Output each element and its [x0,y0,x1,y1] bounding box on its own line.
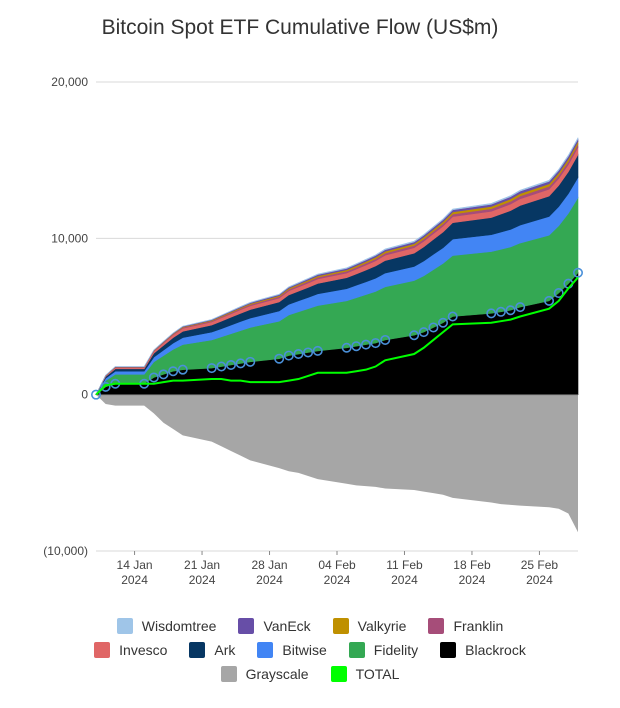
legend-label: TOTAL [355,666,400,682]
x-tick-label: 04 Feb [318,558,356,572]
data-point-marker [438,317,449,328]
legend-label: Valkyrie [357,618,407,634]
legend-row: Grayscale TOTAL [0,666,620,682]
x-tick-label: 21 Jan [184,558,220,572]
x-tick-label: 25 Feb [521,558,559,572]
legend-item-franklin: Franklin [428,618,503,634]
legend-item-ark: Ark [189,642,235,658]
data-point-marker [515,302,526,313]
data-point-marker [351,341,362,352]
legend-item-valkyrie: Valkyrie [332,618,407,634]
legend-item-grayscale: Grayscale [220,666,309,682]
y-tick-label: (10,000) [43,544,88,558]
legend-swatch [332,618,349,634]
data-point-marker [245,356,256,367]
legend-swatch [116,618,133,634]
data-point-marker [312,345,323,356]
data-point-marker [206,363,217,374]
legend-item-vaneck: VanEck [238,618,311,634]
legend-item-wisdomtree: Wisdomtree [116,618,217,634]
data-point-marker [380,334,391,345]
legend-label: Ark [214,642,236,658]
data-point-marker [216,361,227,372]
legend-item-invesco: Invesco [94,642,167,658]
series-area-wisdomtree [95,137,579,395]
data-point-marker [447,311,458,322]
data-point-marker [168,366,179,377]
legend-label: Franklin [453,618,504,634]
x-tick-label-year: 2024 [256,573,283,587]
data-point-marker [303,347,314,358]
legend-label: Grayscale [245,666,309,682]
x-tick-label-year: 2024 [459,573,486,587]
x-tick-label-year: 2024 [391,573,418,587]
legend-swatch [220,666,237,682]
legend-label: VanEck [263,618,311,634]
data-point-marker [505,305,516,316]
data-point-marker [486,308,497,319]
data-point-marker [341,342,352,353]
x-tick-label-year: 2024 [324,573,351,587]
legend-item-bitwise: Bitwise [257,642,327,658]
data-point-marker [418,327,429,338]
legend-label: Fidelity [373,642,419,658]
data-point-marker [495,306,506,317]
legend-row: Invesco Ark Bitwise Fidelity Blackrock [0,642,620,658]
legend-label: Invesco [119,642,168,658]
data-point-marker [148,372,159,383]
legend-label: Wisdomtree [141,618,217,634]
x-tick-label: 14 Jan [117,558,153,572]
legend-swatch [257,642,274,658]
legend-swatch [330,666,347,682]
data-point-marker [177,364,188,375]
data-point-marker [91,389,102,400]
x-tick-label-year: 2024 [121,573,148,587]
chart-title: Bitcoin Spot ETF Cumulative Flow (US$m) [101,16,499,39]
y-tick-label: 10,000 [51,231,88,245]
data-point-marker [370,338,381,349]
legend-label: Blackrock [465,642,526,658]
legend-label: Bitwise [282,642,327,658]
legend-row: Wisdomtree VanEck Valkyrie Franklin [0,618,620,634]
legend-item-fidelity: Fidelity [348,642,419,658]
x-tick-label: 18 Feb [453,558,491,572]
legend-item-total: TOTAL [330,666,400,682]
legend-swatch [440,642,457,658]
series-line-total [95,276,579,396]
legend-swatch [189,642,206,658]
x-tick-label: 28 Jan [252,558,288,572]
x-tick-label-year: 2024 [526,573,553,587]
data-point-marker [158,369,169,380]
data-point-marker [409,330,420,341]
data-point-marker [544,295,555,306]
data-point-marker [572,267,583,278]
legend-item-blackrock: Blackrock [440,642,526,658]
data-point-marker [283,350,294,361]
legend-swatch [238,618,255,634]
data-point-marker [274,353,285,364]
data-point-marker [225,359,236,370]
y-tick-label: 20,000 [51,75,88,89]
x-tick-label: 11 Feb [386,558,423,572]
data-point-marker [235,358,246,369]
data-point-marker [428,322,439,333]
y-tick-label: 0 [81,388,88,402]
data-point-marker [293,349,304,360]
data-point-marker [553,288,564,299]
data-point-marker [100,381,111,392]
legend: Wisdomtree VanEck Valkyrie Franklin Invesco A… [0,618,620,690]
x-tick-label-year: 2024 [189,573,216,587]
legend-swatch [428,618,445,634]
legend-swatch [348,642,365,658]
data-point-marker [360,339,371,350]
legend-swatch [94,642,111,658]
series-area-grayscale [96,394,578,533]
